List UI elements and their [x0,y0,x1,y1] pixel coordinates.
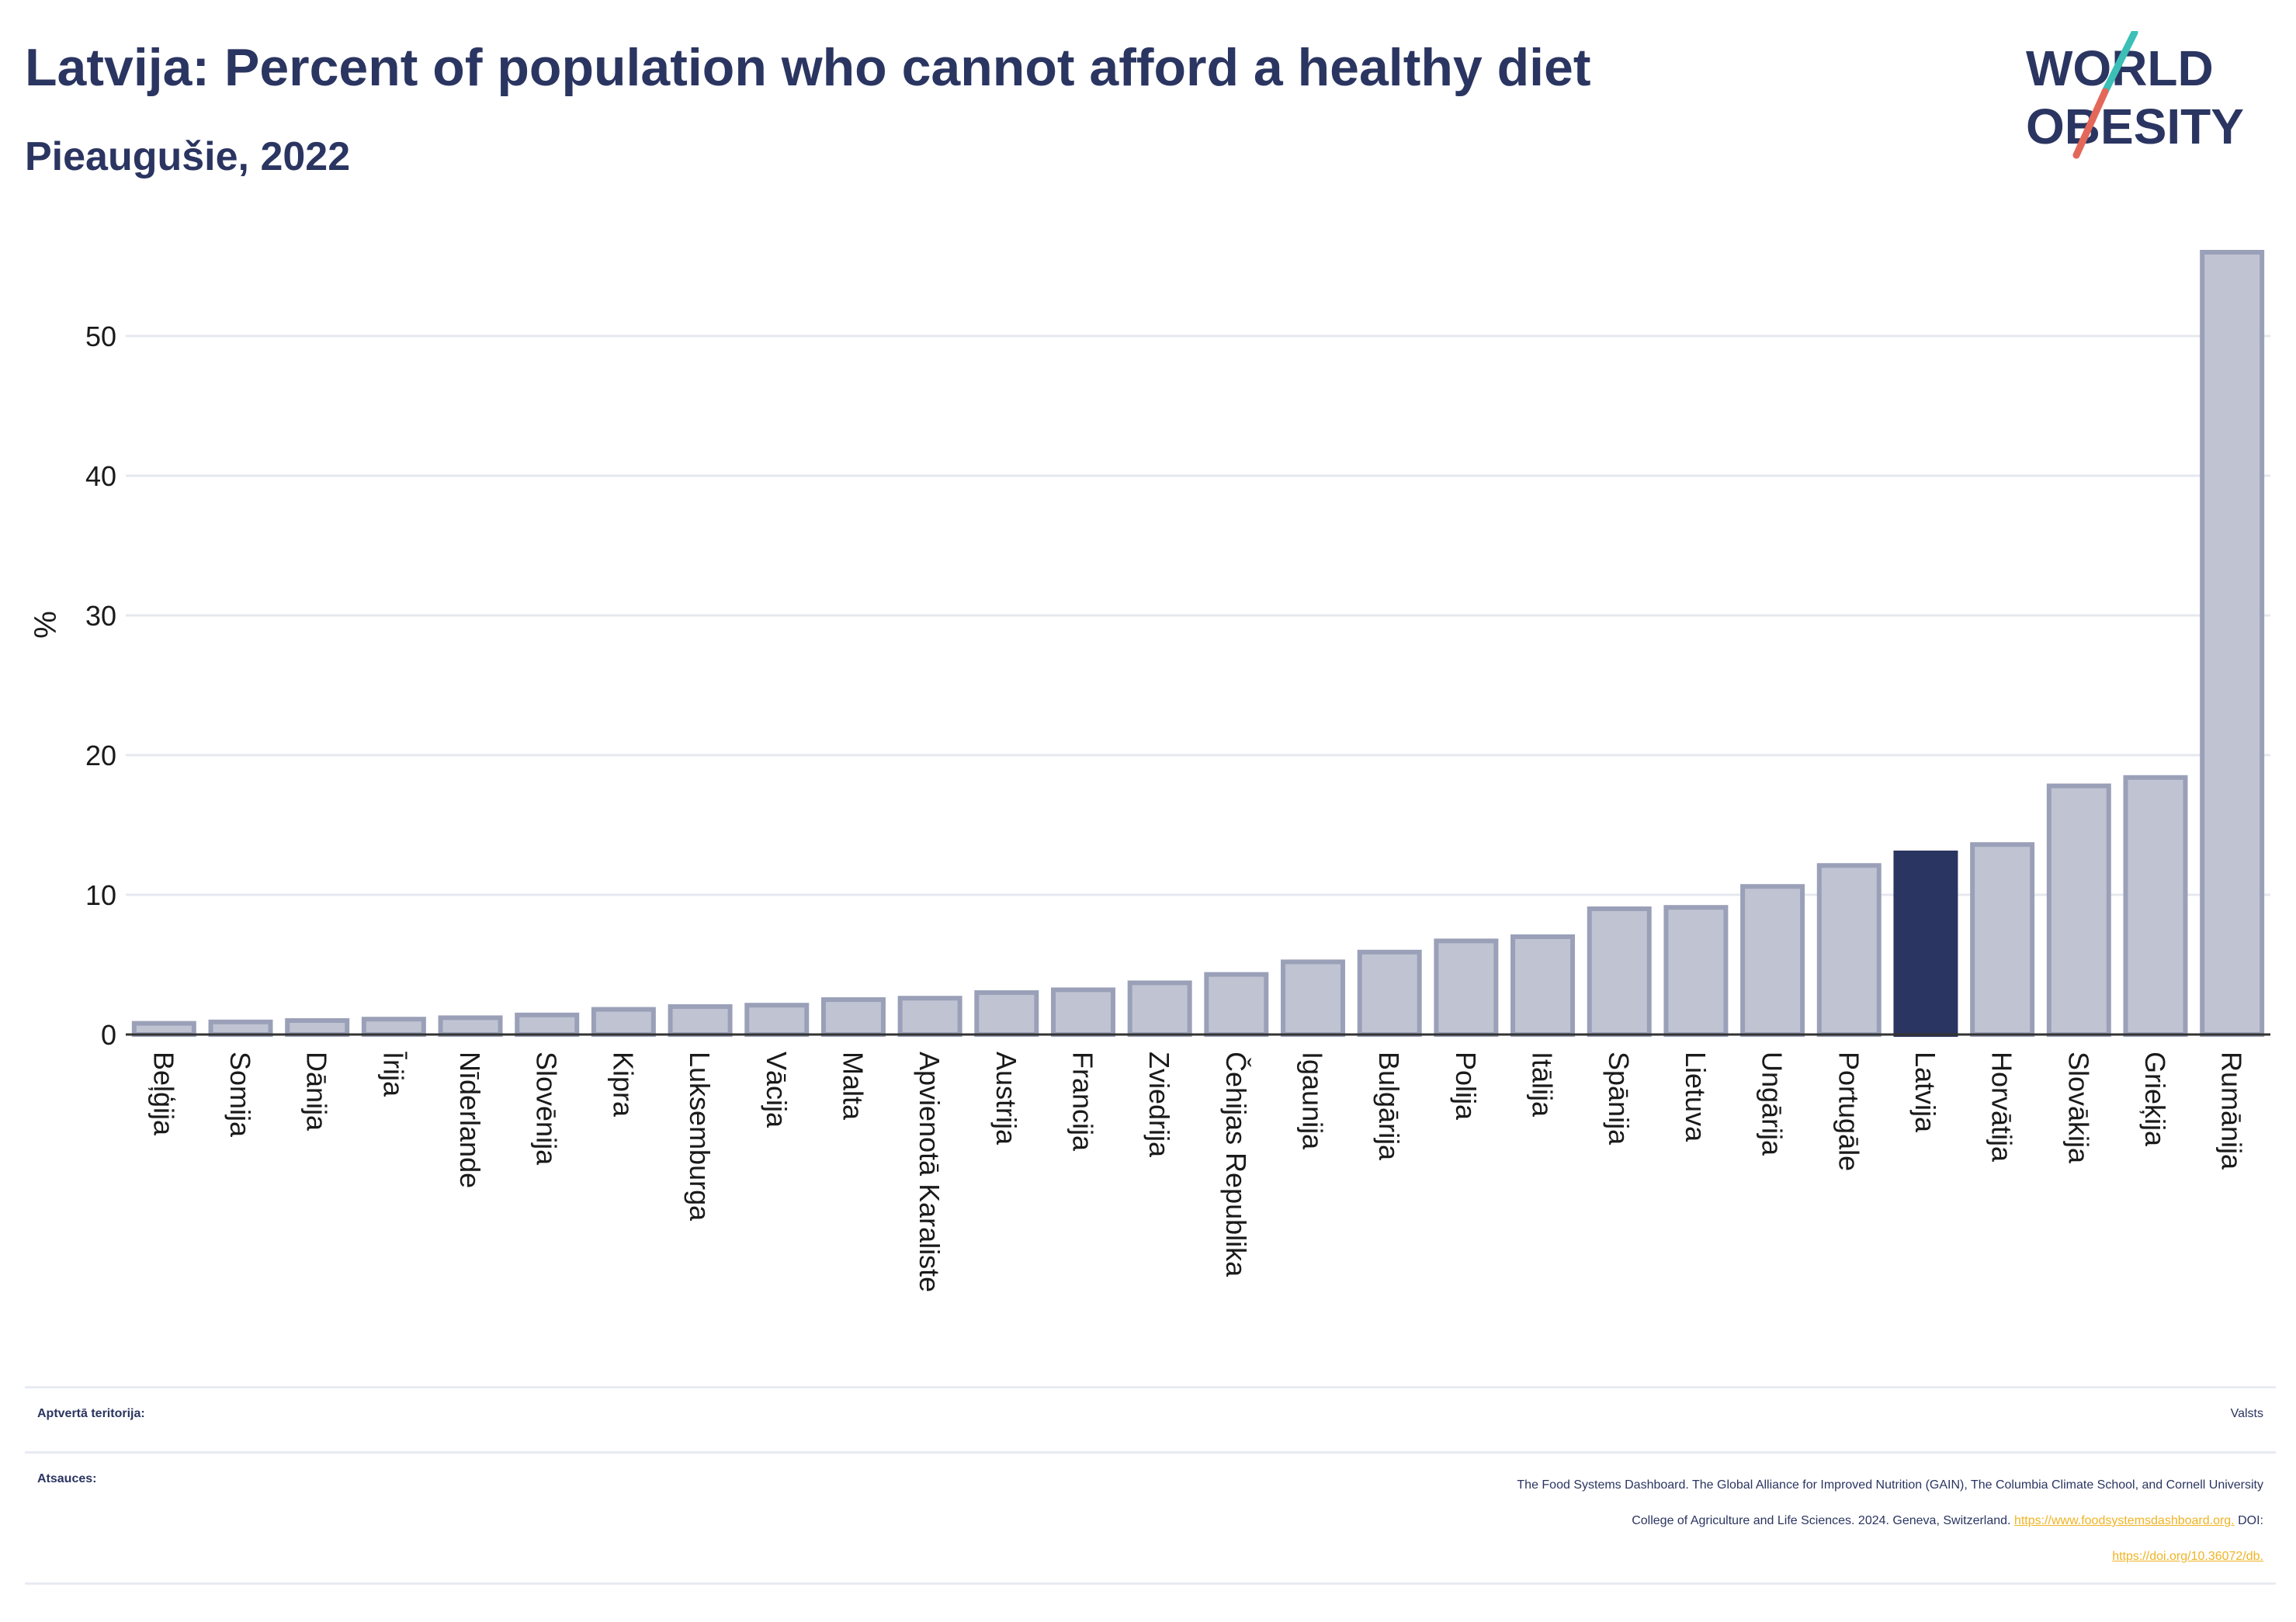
x-tick-label: Apvienotā Karaliste [914,1052,945,1292]
x-tick-label: Austrija [990,1052,1022,1145]
x-tick-label: Īrija [377,1052,409,1097]
logo-slash-red [2072,88,2109,159]
bar-5[interactable] [515,1012,580,1038]
grid-lines [126,334,2270,896]
sources-text-1: The Food Systems Dashboard. The Global A… [1517,1478,2263,1492]
bar-26[interactable] [2123,775,2188,1037]
bar-22[interactable] [1816,863,1882,1037]
x-tick-label: Kipra [607,1052,639,1118]
x-tick-label: Lietuva [1680,1052,1712,1142]
bar-17[interactable] [1434,938,1499,1038]
sources-link-dashboard[interactable]: https://www.foodsystemsdashboard.org. [2013,1514,2235,1527]
x-tick-label: Somija [224,1052,256,1138]
bar-2[interactable] [285,1018,350,1037]
x-tick-label: Zviedrija [1143,1052,1175,1158]
x-tick-label: Čehijas Republika [1220,1052,1252,1277]
bar-8[interactable] [744,1003,810,1037]
chart-subtitle: Pieaugušie, 2022 [25,134,351,179]
bar-11[interactable] [974,990,1039,1037]
y-tick-label: 0 [101,1019,116,1051]
y-tick-label: 20 [85,740,116,771]
logo-slash-teal [2101,31,2138,95]
bar-16[interactable] [1357,949,1422,1038]
sources-text-2: College of Agriculture and Life Sciences… [1632,1514,2011,1527]
sources-link-doi[interactable]: https://doi.org/10.36072/db. [2112,1550,2263,1563]
x-tick-label: Francija [1066,1052,1098,1152]
y-axis-label: % [29,611,63,639]
x-tick-label: Spānija [1603,1052,1635,1145]
bar-24[interactable] [1970,842,2035,1037]
x-tick-label: Vācija [761,1052,793,1128]
bar-1[interactable] [208,1019,273,1038]
bar-0[interactable] [131,1021,196,1037]
bar-12[interactable] [1050,987,1115,1038]
chart-title: Latvija: Percent of population who canno… [25,38,1591,97]
bar-chart: 0 10 20 30 40 50 Beļģija Somija Dānija Īrija Nīde… [29,250,2270,1292]
bar-15[interactable] [1281,959,1346,1038]
x-tick-label: Luksemburga [684,1052,716,1222]
sources-text: The Food Systems Dashboard. The Global A… [556,1468,2263,1575]
y-tick-label: 10 [85,879,116,911]
x-tick-label: Polija [1450,1052,1482,1121]
x-tick-label: Beļģija [147,1052,179,1136]
bar-18[interactable] [1510,934,1576,1037]
x-tick-label: Slovākija [2062,1052,2094,1164]
x-tick-label: Latvija [1909,1052,1941,1133]
bar-19[interactable] [1587,906,1652,1037]
footer-coverage-row: Aptvertā teritorija: Valsts [25,1386,2276,1454]
y-tick-label: 50 [85,321,116,352]
x-tick-label: Slovēnija [531,1052,563,1166]
x-axis-ticks: Beļģija Somija Dānija Īrija Nīderlande Slovēn… [147,1052,2247,1292]
bar-10[interactable] [897,996,962,1037]
bar-3[interactable] [361,1017,426,1037]
sources-label: Atsauces: [37,1472,97,1485]
bar-4[interactable] [438,1015,503,1038]
x-tick-label: Grieķija [2139,1052,2171,1147]
x-tick-label: Ungārija [1757,1052,1788,1156]
world-obesity-logo: WORLD OBESITY [2026,31,2244,159]
bar-20[interactable] [1663,905,1729,1037]
bar-23[interactable] [1893,851,1958,1037]
y-axis-ticks: 0 10 20 30 40 50 [85,321,116,1051]
coverage-label: Aptvertā teritorija: [37,1407,145,1420]
x-tick-label: Dānija [301,1052,333,1132]
bar-27[interactable] [2200,250,2265,1037]
bar-14[interactable] [1204,972,1269,1037]
coverage-value: Valsts [2230,1407,2263,1420]
bar-21[interactable] [1740,884,1805,1037]
y-tick-label: 40 [85,460,116,492]
logo-line2: OBESITY [2026,99,2244,154]
bar-6[interactable] [591,1007,656,1037]
x-tick-label: Portugāle [1833,1052,1864,1171]
x-tick-label: Rumānija [2216,1052,2248,1170]
bar-7[interactable] [668,1004,733,1037]
bar-25[interactable] [2046,783,2111,1037]
x-tick-label: Horvātija [1986,1052,2018,1163]
x-tick-label: Bulgārija [1373,1052,1405,1161]
x-tick-label: Itālija [1527,1052,1559,1118]
y-tick-label: 30 [85,600,116,632]
bars [131,250,2265,1038]
x-tick-label: Igaunija [1297,1052,1329,1150]
bar-13[interactable] [1127,980,1192,1038]
x-tick-label: Malta [837,1052,869,1121]
x-tick-label: Nīderlande [454,1052,486,1188]
bar-9[interactable] [820,997,886,1037]
sources-text-3: DOI: [2238,1514,2263,1527]
footer-sources-row: Atsauces: The Food Systems Dashboard. Th… [25,1451,2276,1585]
